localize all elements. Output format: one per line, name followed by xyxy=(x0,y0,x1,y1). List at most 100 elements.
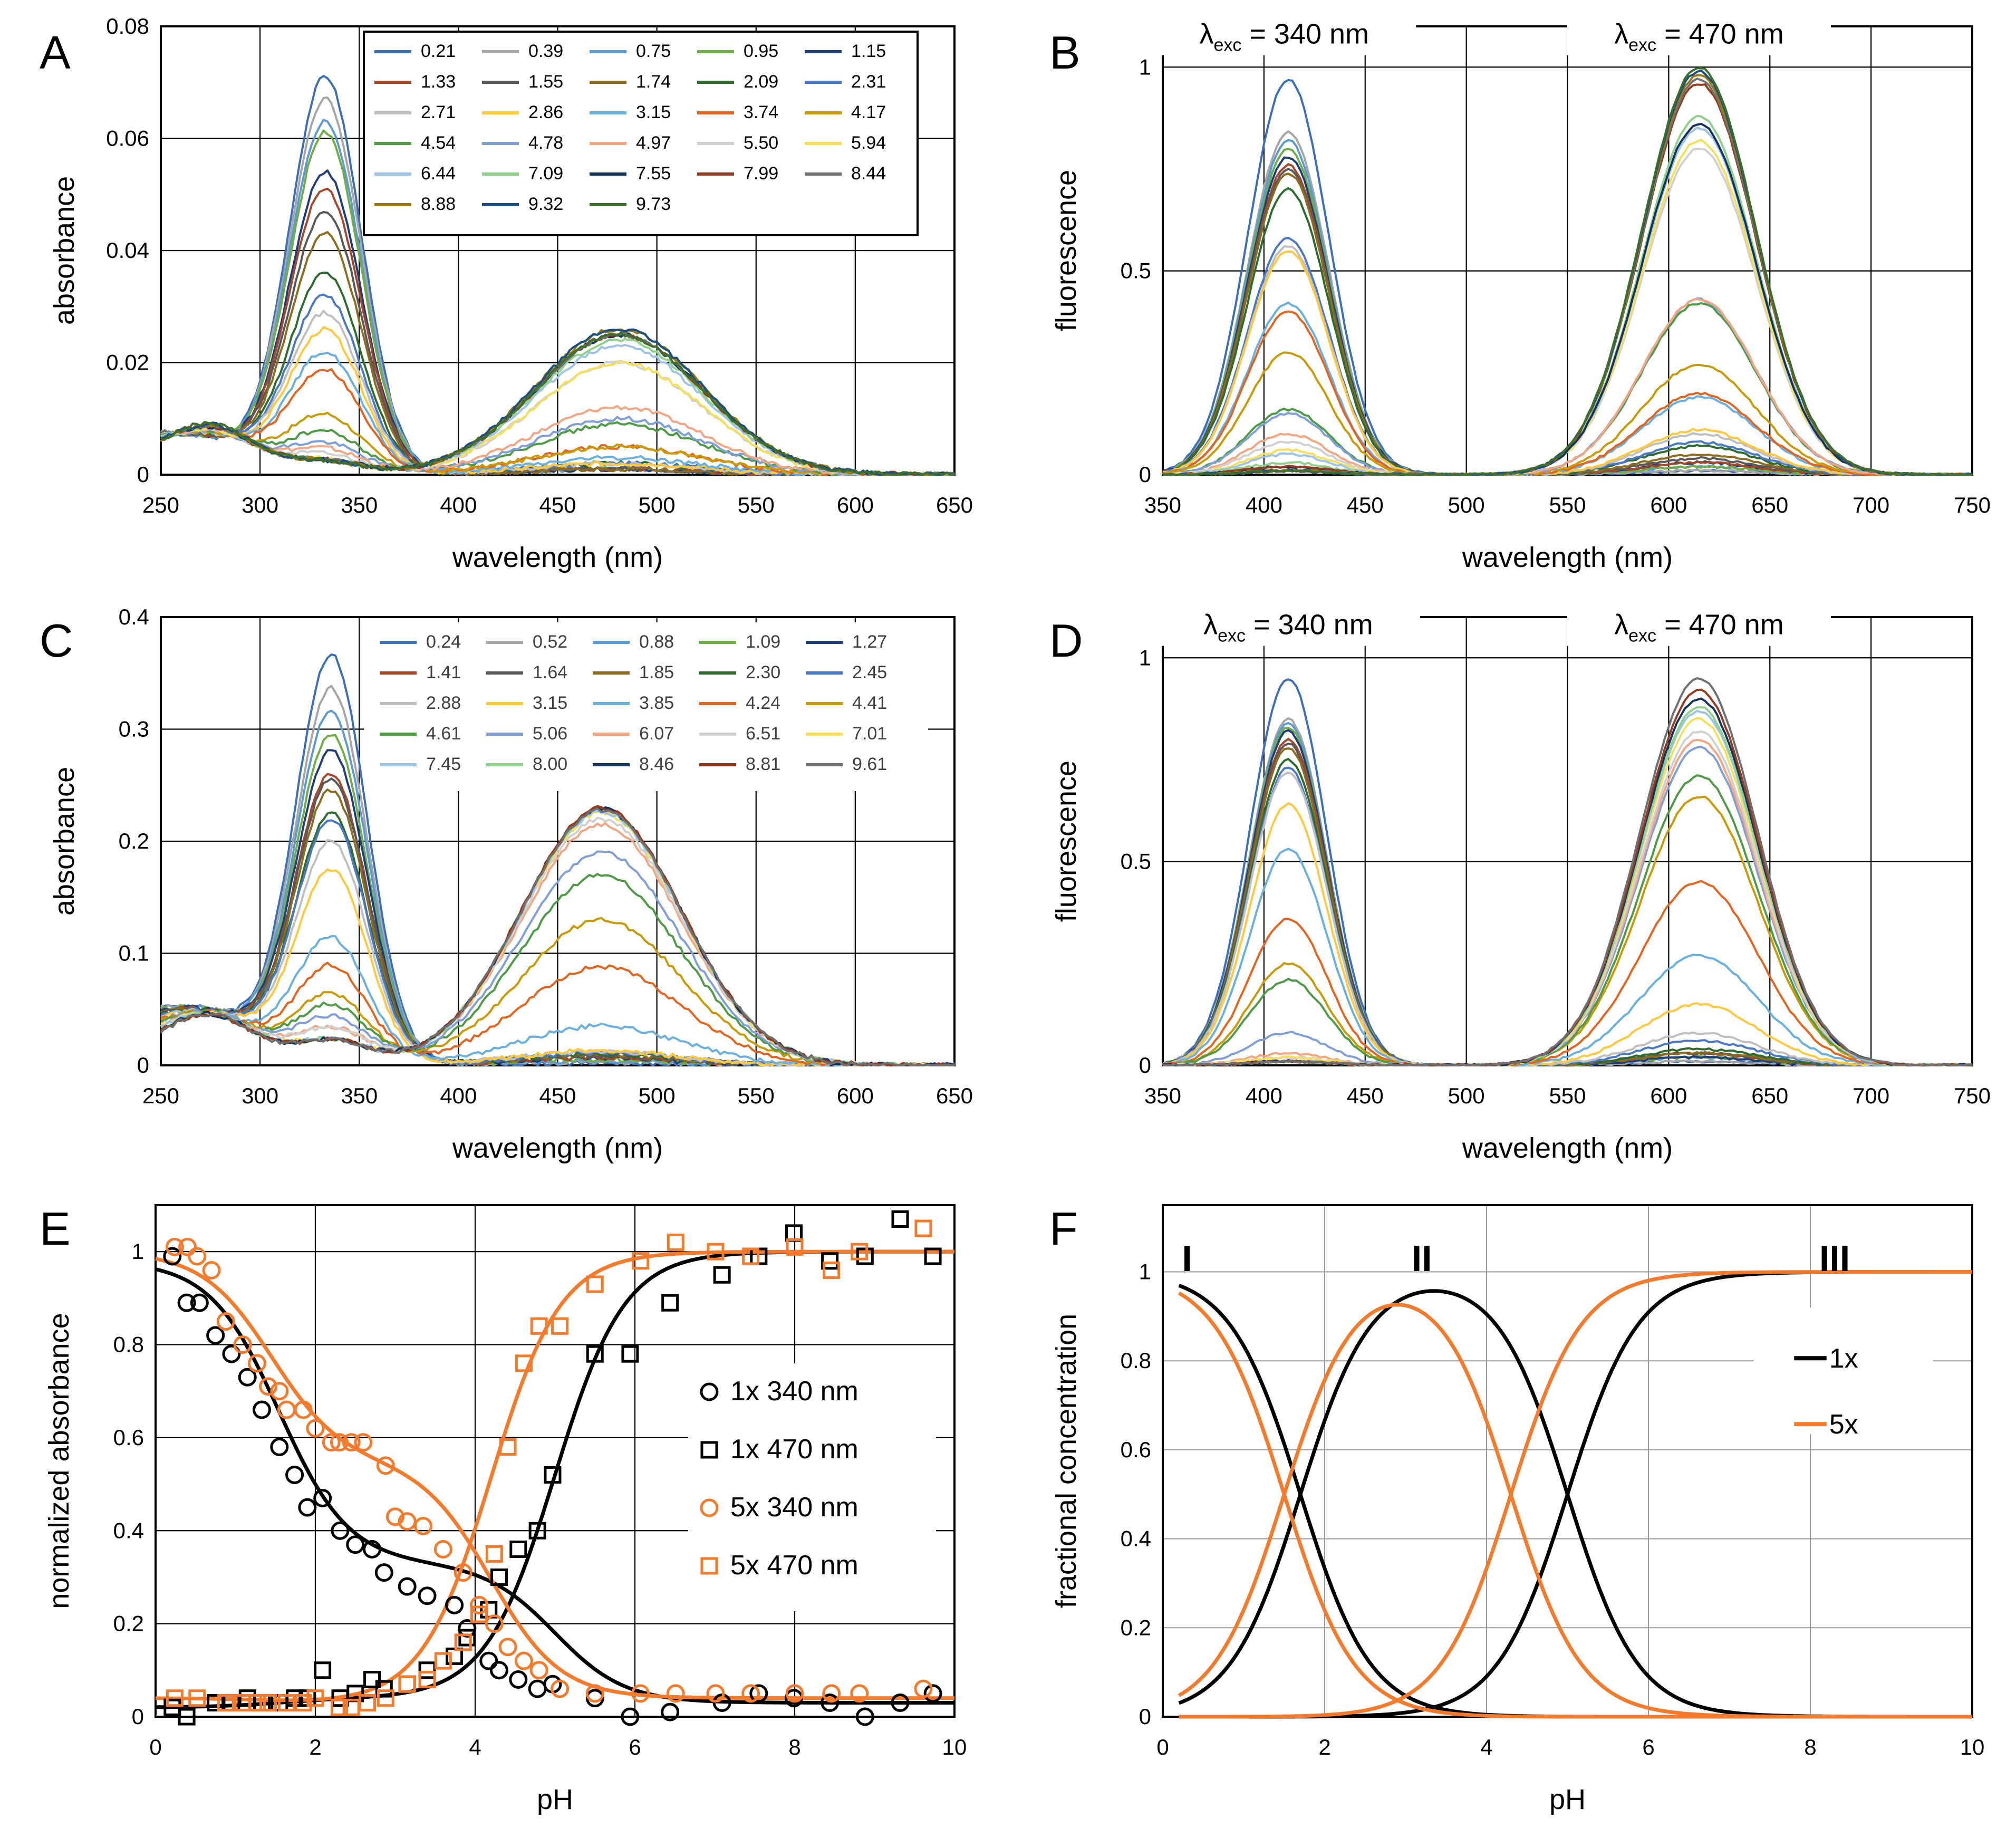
legend-entry: 4.97 xyxy=(636,133,671,153)
marker-circle xyxy=(322,1433,341,1452)
legend-entry: 4.61 xyxy=(426,724,461,744)
y-tick-label: 0.4 xyxy=(119,604,149,629)
y-tick-label: 0.08 xyxy=(106,14,149,39)
y-tick-label: 1 xyxy=(1139,54,1151,79)
marker-circle xyxy=(330,1433,349,1452)
x-tick-label: 2 xyxy=(309,1735,321,1759)
spectra xyxy=(160,653,955,1066)
fit-curve-340 xyxy=(155,1257,954,1700)
legend-entry: 2.31 xyxy=(851,72,886,92)
y-tick-label: 0.5 xyxy=(1121,849,1151,874)
panel-label-F: F xyxy=(1049,1202,1078,1255)
marker-square xyxy=(661,1294,679,1312)
legend-entry: 3.15 xyxy=(533,693,567,713)
marker-square xyxy=(786,1238,804,1256)
legend-entry: 6.44 xyxy=(421,163,456,184)
marker-square xyxy=(490,1568,508,1586)
legend-entry: 0.39 xyxy=(528,41,563,61)
x-tick-label: 550 xyxy=(1549,1083,1586,1108)
legend-entry: 7.99 xyxy=(744,163,778,184)
marker-square xyxy=(470,1605,488,1623)
x-tick-label: 350 xyxy=(1144,493,1181,517)
legend-entry: 5.06 xyxy=(533,724,567,744)
legend-entry: 2.30 xyxy=(746,662,780,682)
legend-entry: 1.41 xyxy=(426,662,461,682)
x-tick-label: 4 xyxy=(469,1735,481,1759)
x-tick-label: 650 xyxy=(1751,493,1788,517)
legend-entry: 2.45 xyxy=(852,662,887,682)
y-axis-label: absorbance xyxy=(49,176,80,325)
tick-labels: 350 400 450 500 550 600 650 700 750 0 0.5 1 xyxy=(1121,645,1991,1108)
spectrum-line xyxy=(1162,774,1973,1066)
legend: 1x 5x xyxy=(1753,1307,1933,1440)
legend-entry: 8.88 xyxy=(421,194,456,214)
marker-circle xyxy=(822,1684,841,1703)
marker-square xyxy=(544,1466,562,1484)
x-tick-label: 8 xyxy=(788,1735,800,1759)
marker-circle xyxy=(376,1456,395,1475)
marker-square xyxy=(294,1694,312,1712)
legend-entry: 6.07 xyxy=(639,724,674,744)
region-label: I xyxy=(1182,1238,1192,1279)
legend-marker xyxy=(700,1557,718,1575)
marker-circle xyxy=(398,1577,417,1596)
panel-A: 250 300 350 400 450 500 550 600 650 0 0.02 0.04 0.06… xyxy=(40,14,973,573)
x-tick-label: 2 xyxy=(1318,1735,1330,1759)
marker-square xyxy=(375,1680,393,1698)
legend-entry: 0.24 xyxy=(426,632,461,652)
x-tick-label: 500 xyxy=(1448,493,1485,517)
tick-labels: 250 300 350 400 450 500 550 600 650 0 0.02 0.04 0.06… xyxy=(106,14,973,517)
spectrum-line xyxy=(1162,848,1972,1066)
marker-circle xyxy=(331,1521,350,1540)
y-axis-label: fluorescence xyxy=(1050,170,1082,331)
x-tick-label: 450 xyxy=(1347,493,1384,517)
lambda-symbol: λ xyxy=(1614,609,1628,641)
marker-circle xyxy=(294,1400,313,1419)
x-tick-label: 500 xyxy=(1448,1083,1485,1108)
marker-circle xyxy=(706,1684,725,1703)
legend-entry: 1.27 xyxy=(852,632,887,652)
y-tick-label: 0.6 xyxy=(113,1425,144,1450)
marker-circle xyxy=(666,1684,685,1703)
y-tick-label: 0.06 xyxy=(106,126,149,151)
marker-circle xyxy=(485,1614,504,1633)
y-tick-label: 0.2 xyxy=(119,829,149,853)
marker-circle xyxy=(259,1377,278,1396)
spectrum-line xyxy=(160,807,955,1066)
lambda-symbol: λ xyxy=(1203,609,1218,641)
panel-E: 0 2 4 6 8 10 0 0.2 0.4 0.6 0.8 1 pH normalized absorb… xyxy=(40,1202,967,1815)
marker-circle xyxy=(661,1702,680,1721)
excitation-annotation: λexc = 340 nm xyxy=(1203,609,1373,646)
x-tick-label: 300 xyxy=(242,493,278,517)
legend-box xyxy=(688,1363,936,1611)
marker-square xyxy=(485,1545,503,1563)
marker-circle xyxy=(498,1638,517,1657)
marker-circle xyxy=(306,1419,325,1438)
spectra xyxy=(160,75,955,476)
marker-circle xyxy=(855,1707,874,1726)
marker-circle xyxy=(749,1684,768,1703)
x-tick-label: 450 xyxy=(539,493,576,517)
legend-marker xyxy=(700,1382,719,1401)
marker-circle xyxy=(551,1679,570,1698)
x-tick-label: 700 xyxy=(1853,493,1889,517)
panel-C: 250 300 350 400 450 500 550 600 650 0 0.1 0.2 0.3 0.4… xyxy=(40,604,973,1164)
marker-circle xyxy=(354,1433,373,1452)
region-label: II xyxy=(1412,1238,1432,1279)
marker-square xyxy=(434,1652,452,1670)
panel-F: 0 2 4 6 8 10 0 0.2 0.4 0.6 0.8 1 pH fractional concen… xyxy=(1049,1202,1984,1815)
legend-entry: 0.95 xyxy=(744,41,778,61)
marker-square xyxy=(499,1438,517,1456)
excitation-annotation: λexc = 470 nm xyxy=(1614,609,1784,646)
x-tick-label: 0 xyxy=(149,1735,161,1759)
legend-box xyxy=(364,622,928,791)
plot-frame xyxy=(155,1204,956,1718)
x-tick-label: 350 xyxy=(341,493,378,517)
marker-square xyxy=(458,1629,476,1647)
spectrum-line xyxy=(1162,298,1973,476)
tick-labels: 0 2 4 6 8 10 0 0.2 0.4 0.6 0.8 1 xyxy=(1121,1259,1985,1759)
marker-square xyxy=(924,1247,942,1265)
legend-entry: 7.45 xyxy=(426,754,461,774)
x-tick-label: 350 xyxy=(341,1083,378,1108)
marker-square xyxy=(586,1345,604,1363)
